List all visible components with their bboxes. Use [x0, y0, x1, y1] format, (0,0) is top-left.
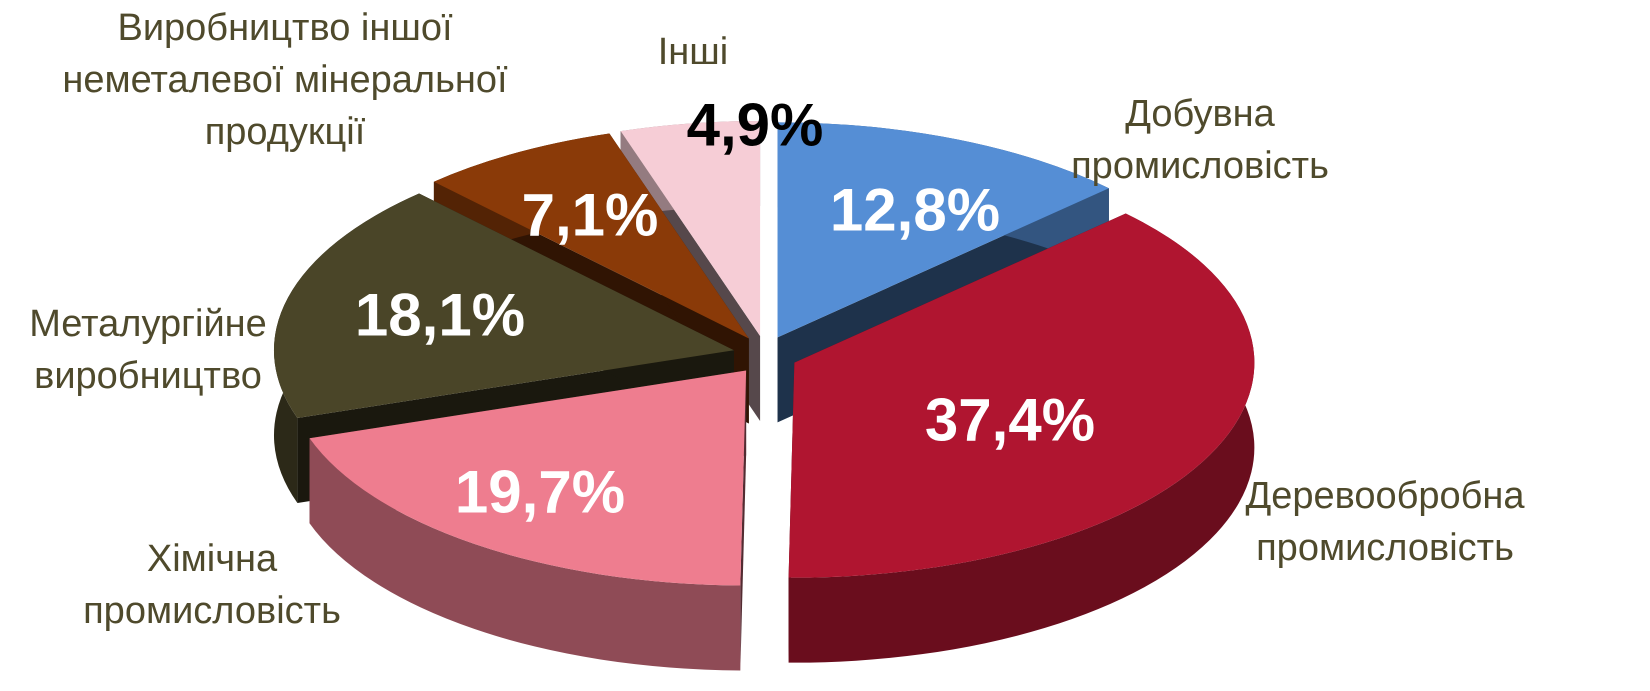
- slice-top: [620, 121, 761, 337]
- value-label: 19,7%: [454, 458, 626, 526]
- value-label: 7,1%: [521, 181, 659, 249]
- slice-top: [788, 213, 1255, 578]
- slice-top: [309, 370, 747, 586]
- value-label: 37,4%: [924, 386, 1096, 454]
- slice-wall: [309, 438, 741, 671]
- slice-top: [777, 122, 1109, 338]
- value-label: 12,8%: [829, 176, 1001, 244]
- slice-top: [433, 133, 749, 339]
- slice-top: [273, 193, 734, 419]
- category-label: Хімічна промисловість: [83, 538, 341, 632]
- value-label: 18,1%: [354, 281, 526, 349]
- pie-slice: [309, 370, 747, 671]
- category-label: Інші: [657, 31, 729, 73]
- value-label: 4,9%: [686, 91, 824, 159]
- category-label: Металургійне виробництво: [29, 303, 267, 397]
- category-label: Добувна промисловість: [1071, 93, 1329, 187]
- category-label: Виробництво іншої неметалевої мінерально…: [62, 7, 508, 153]
- slice-wall: [788, 213, 1255, 663]
- category-label: Деревообробна промисловість: [1245, 475, 1525, 569]
- pie-slice: [788, 213, 1255, 663]
